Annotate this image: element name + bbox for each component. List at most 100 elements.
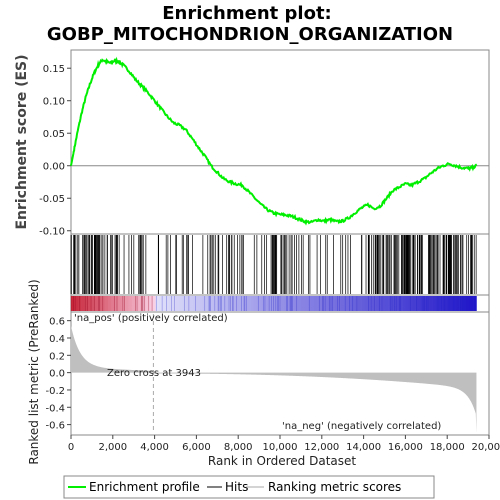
rankbar-segment: [280, 296, 285, 311]
rankbar-segment: [429, 296, 433, 311]
rankbar-segment: [395, 296, 400, 311]
zero-cross-label: Zero cross at 3943: [107, 368, 201, 379]
rankbar-segment: [71, 296, 75, 311]
enrichment-profile-line: [70, 56, 478, 226]
rankbar-segment: [419, 296, 423, 311]
rankbar-segment: [229, 296, 234, 311]
rankbar-segment: [273, 296, 278, 311]
rankbar-segment: [243, 296, 247, 311]
rankbar-segment: [391, 296, 396, 311]
rankbar-segment: [84, 296, 89, 311]
rankbar-segment: [358, 296, 362, 311]
ranked-metric-panel: -0.6 -0.4 -0.2 0.0 0.2 0.4 0.6 'na_pos' (posit…: [27, 279, 490, 465]
rankbar-segment: [364, 296, 369, 311]
rankbar-segment: [314, 296, 318, 311]
rankbar-segment: [331, 296, 335, 311]
rankbar-segment: [270, 296, 275, 311]
rankbar-segment: [439, 296, 443, 311]
legend-profile-label: Enrichment profile: [89, 480, 200, 494]
rankbar-segment: [442, 296, 447, 311]
metric-tick-label: 0.4: [49, 334, 65, 345]
es-plot-frame: [70, 49, 490, 235]
legend-hits-label: Hits: [225, 480, 248, 494]
rankbar-segment: [334, 296, 339, 311]
rankbar-segment: [138, 296, 143, 311]
chart-title-line2: GOBP_MITOCHONDRION_ORGANIZATION: [47, 24, 453, 45]
rankbar-segment: [452, 296, 457, 311]
ranking-metric-area: [71, 325, 477, 434]
rankbar-segment: [375, 296, 379, 311]
rankbar-segment: [290, 296, 295, 311]
rankbar-segment: [371, 296, 376, 311]
rankbar-segment: [206, 296, 210, 311]
x-tick-label: 18,000: [430, 442, 465, 453]
rankbar-segment: [216, 296, 220, 311]
rankbar-segment: [256, 296, 261, 311]
legend-metric-label: Ranking metric scores: [268, 480, 401, 494]
x-tick-label: 4,000: [140, 442, 169, 453]
rankbar-segment: [125, 296, 129, 311]
es-tick-label: 0.15: [43, 64, 65, 75]
rankbar-segment: [155, 296, 160, 311]
rankbar-segment: [408, 296, 413, 311]
rankbar-segment: [378, 296, 383, 311]
x-tick-label: 14,000: [346, 442, 381, 453]
rankbar-segment: [466, 296, 471, 311]
hit-lines: [70, 235, 477, 294]
metric-y-axis-label: Ranked list metric (PreRanked): [27, 279, 41, 464]
rankbar-segment: [162, 296, 166, 311]
rankbar-segment: [310, 296, 315, 311]
rankbar-segment: [435, 296, 440, 311]
rankbar-segment: [283, 296, 288, 311]
rankbar-segment: [189, 296, 193, 311]
rankbar-segment: [415, 296, 420, 311]
es-y-axis-label: Enrichment score (ES): [14, 54, 30, 229]
rankbar-segment: [94, 296, 99, 311]
rankbar-segment: [388, 296, 393, 311]
x-tick-label: 16,000: [388, 442, 423, 453]
rankbar-segment: [148, 296, 153, 311]
rankbar-segment: [341, 296, 345, 311]
rankbar-segment: [260, 296, 264, 311]
es-tick-label: 0.10: [43, 97, 65, 108]
rankbar-segment: [158, 296, 163, 311]
x-tick-label: 2,000: [98, 442, 127, 453]
rankbar-segment: [223, 296, 227, 311]
hits-panel: [70, 233, 490, 296]
rankbar-segment: [263, 296, 268, 311]
rankbar-segment: [81, 296, 85, 311]
rankbar-segment: [121, 296, 126, 311]
rankbar-segment: [425, 296, 430, 311]
rankbar-segment: [236, 296, 241, 311]
rankbar-segment: [246, 296, 251, 311]
rankbar-segment: [108, 296, 112, 311]
rankbar-segment: [91, 296, 95, 311]
rankbar-segment: [253, 296, 258, 311]
rankbar-segment: [131, 296, 136, 311]
rankbar-segment: [348, 296, 352, 311]
ranking-color-bar: [70, 294, 490, 313]
rankbar-segment: [98, 296, 102, 311]
rankbar-segment: [185, 296, 190, 311]
rankbar-segment: [473, 296, 477, 311]
rankbar-segment: [209, 296, 214, 311]
positive-correlation-label: 'na_pos' (positively correlated): [74, 313, 228, 324]
rankbar-segment: [402, 296, 406, 311]
rankbar-segment: [141, 296, 146, 311]
es-tick-label: -0.10: [39, 227, 65, 238]
rankbar-segment: [449, 296, 454, 311]
rankbar-segment: [398, 296, 403, 311]
rankbar-segment: [412, 296, 416, 311]
x-axis-label: Rank in Ordered Dataset: [208, 454, 356, 468]
rankbar-segment: [405, 296, 410, 311]
rankbar-segment: [381, 296, 386, 311]
rankbar-segment: [226, 296, 231, 311]
rankbar-segment: [294, 296, 298, 311]
metric-tick-label: 0.0: [49, 369, 65, 380]
rankbar-segment: [219, 296, 224, 311]
rankbar-segment: [300, 296, 305, 311]
rankbar-segment: [368, 296, 373, 311]
x-tick-label: 8,000: [224, 442, 253, 453]
rankbar-segment: [344, 296, 349, 311]
